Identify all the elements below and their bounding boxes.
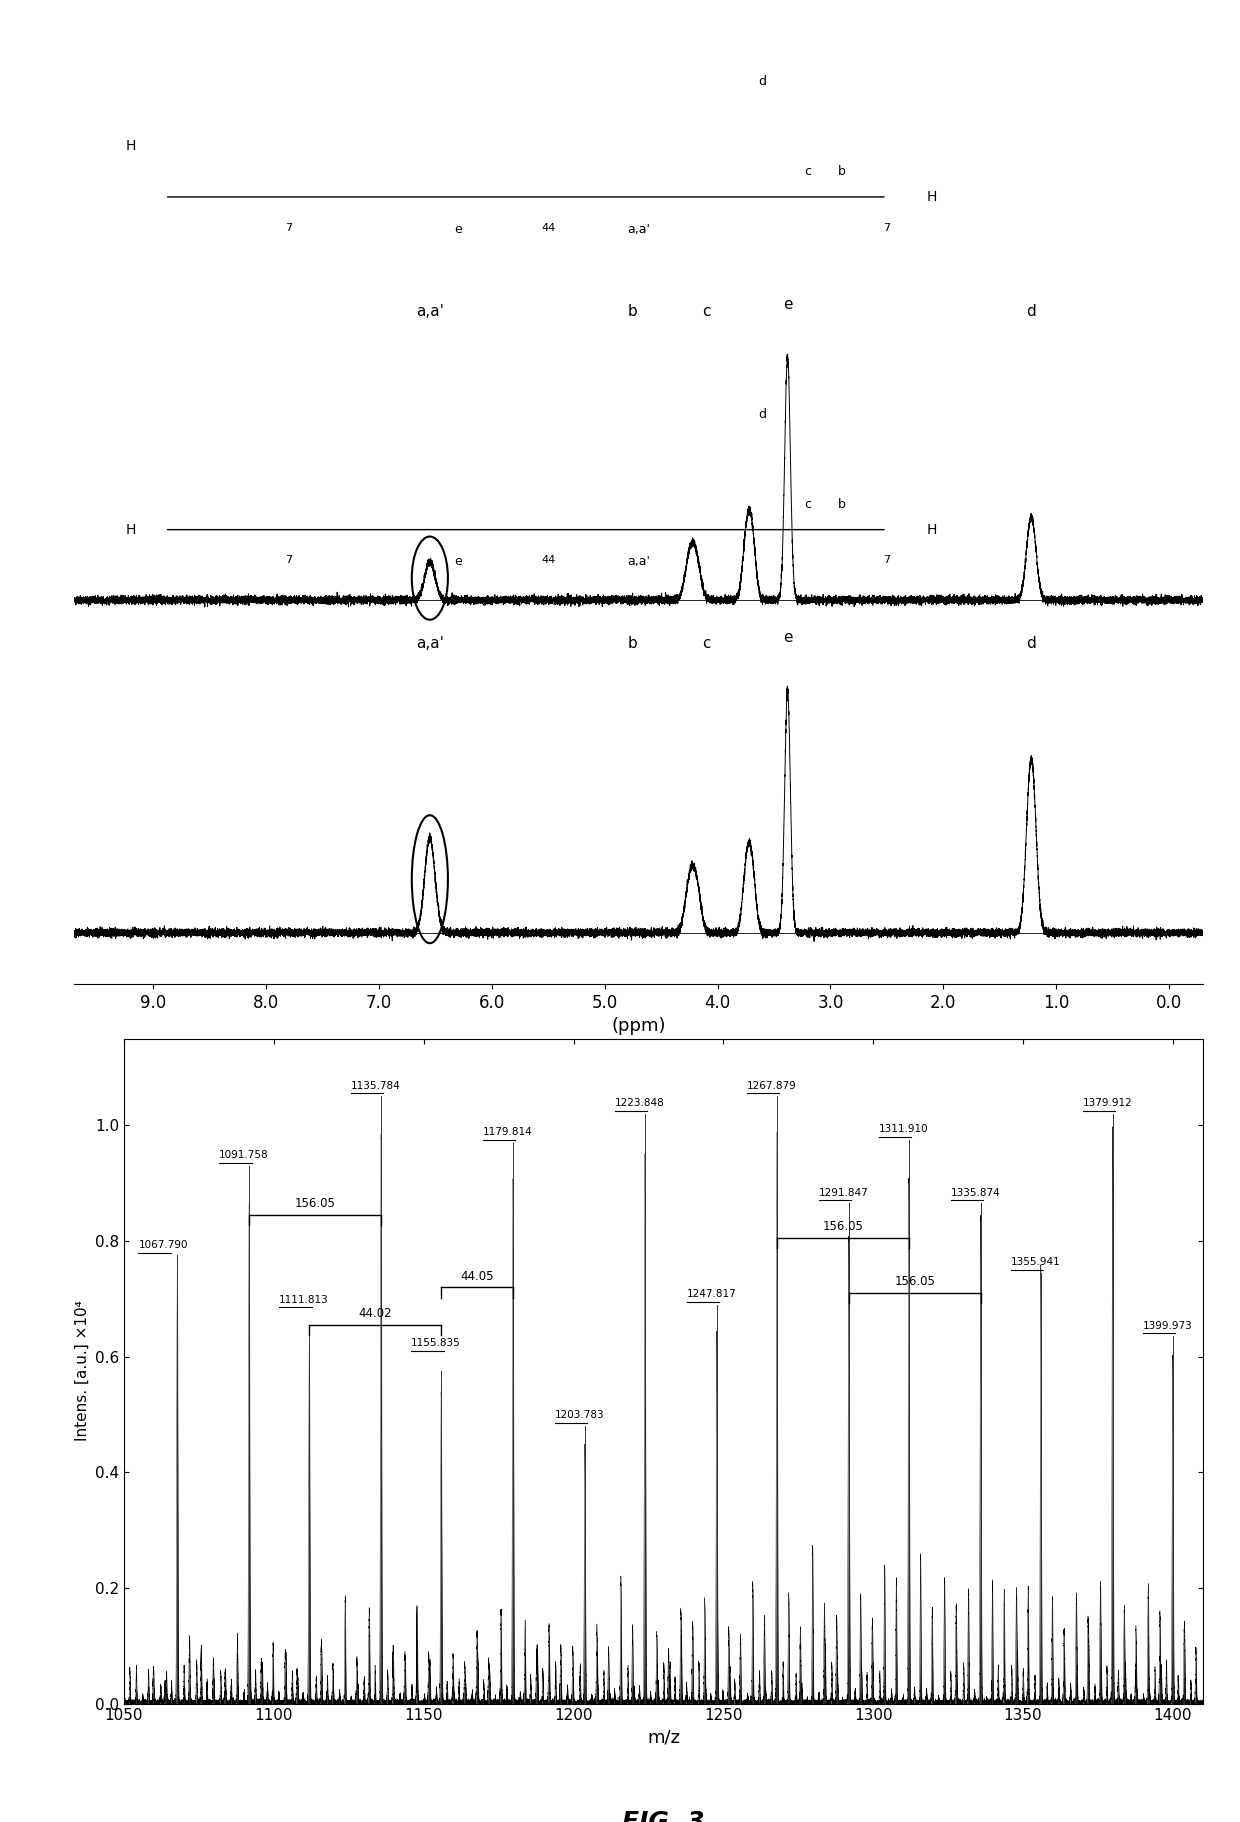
- Text: 1311.910: 1311.910: [879, 1124, 929, 1133]
- Text: a,a': a,a': [627, 222, 650, 235]
- Text: 1179.814: 1179.814: [484, 1126, 533, 1137]
- Text: 1291.847: 1291.847: [818, 1188, 868, 1197]
- Text: e: e: [782, 630, 792, 645]
- Text: 7: 7: [285, 556, 293, 565]
- Text: H: H: [125, 523, 136, 537]
- Text: 1203.783: 1203.783: [554, 1410, 604, 1419]
- Text: b: b: [629, 636, 637, 650]
- Text: 1067.790: 1067.790: [139, 1239, 187, 1250]
- Text: b: b: [838, 164, 846, 179]
- Y-axis label: Intens. [a.u.] ×10⁴: Intens. [a.u.] ×10⁴: [74, 1301, 89, 1441]
- Text: H: H: [125, 138, 136, 153]
- Text: a,a': a,a': [627, 556, 650, 568]
- Text: 44.02: 44.02: [358, 1306, 392, 1321]
- Text: 1111.813: 1111.813: [279, 1295, 329, 1305]
- Text: 156.05: 156.05: [894, 1275, 935, 1288]
- Text: 1091.758: 1091.758: [219, 1150, 269, 1161]
- Text: 7: 7: [883, 222, 890, 233]
- Text: a,a': a,a': [415, 304, 444, 319]
- Text: 1335.874: 1335.874: [951, 1188, 1001, 1197]
- Text: 1379.912: 1379.912: [1083, 1099, 1132, 1108]
- Text: b: b: [838, 497, 846, 510]
- Text: 1355.941: 1355.941: [1011, 1257, 1060, 1266]
- Text: 156.05: 156.05: [822, 1221, 863, 1233]
- Text: 7: 7: [883, 556, 890, 565]
- Text: 1223.848: 1223.848: [615, 1099, 665, 1108]
- Text: c: c: [805, 497, 811, 510]
- Text: 44: 44: [541, 222, 556, 233]
- Text: 1267.879: 1267.879: [746, 1080, 796, 1091]
- X-axis label: (ppm): (ppm): [611, 1017, 666, 1035]
- Text: e: e: [454, 556, 463, 568]
- Text: a,a': a,a': [415, 636, 444, 650]
- Text: 1247.817: 1247.817: [687, 1288, 737, 1299]
- Text: 1155.835: 1155.835: [412, 1337, 461, 1348]
- Text: 156.05: 156.05: [295, 1197, 336, 1210]
- Text: H: H: [926, 523, 937, 537]
- Text: e: e: [454, 222, 463, 235]
- Text: c: c: [702, 304, 711, 319]
- Text: 1399.973: 1399.973: [1143, 1321, 1193, 1330]
- X-axis label: m/z: m/z: [647, 1729, 680, 1747]
- Text: 44.05: 44.05: [460, 1270, 494, 1283]
- Text: 1135.784: 1135.784: [351, 1080, 401, 1091]
- Text: FIG. 2B: FIG. 2B: [588, 1093, 689, 1117]
- Text: 44: 44: [541, 556, 556, 565]
- Text: b: b: [629, 304, 637, 319]
- Text: d: d: [1027, 636, 1037, 650]
- Text: 7: 7: [285, 222, 293, 233]
- Text: H: H: [926, 189, 937, 204]
- Text: d: d: [759, 75, 766, 87]
- Text: c: c: [702, 636, 711, 650]
- Text: FIG. 3: FIG. 3: [622, 1809, 704, 1822]
- Text: e: e: [782, 297, 792, 312]
- Text: c: c: [805, 164, 811, 179]
- Text: d: d: [759, 408, 766, 421]
- Text: d: d: [1027, 304, 1037, 319]
